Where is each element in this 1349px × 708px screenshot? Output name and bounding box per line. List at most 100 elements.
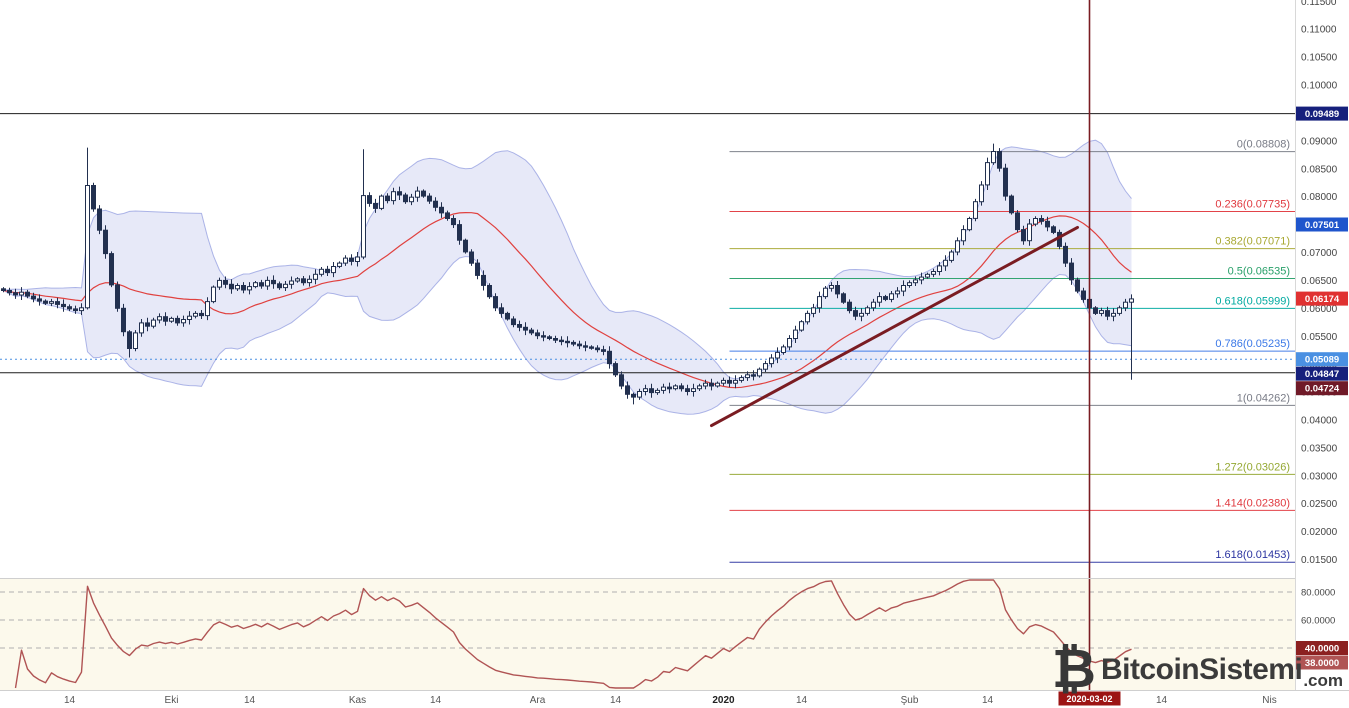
candle-body (937, 265, 942, 272)
candle-body (139, 322, 144, 334)
candle-body (1021, 229, 1026, 242)
candle-body (421, 190, 426, 197)
rsi-tick-label: 60.0000 (1301, 616, 1335, 627)
candle-body (127, 331, 132, 349)
candle-body (1039, 218, 1044, 222)
candle-body (955, 240, 960, 253)
alert-lines (0, 113, 1295, 374)
fibonacci-retracement (729, 151, 1295, 563)
price-badge-value: 0.09489 (1305, 109, 1339, 120)
time-tick-label: Ara (530, 695, 546, 706)
price-tick-label: 0.01500 (1301, 555, 1338, 566)
trend-line (710, 225, 1079, 428)
candle-body (805, 312, 810, 323)
candle-body (529, 329, 534, 334)
candle-body (847, 301, 852, 312)
price-axis[interactable]: 0.115000.110000.105000.100000.095000.090… (1295, 0, 1349, 690)
watermark-logo: ₿ BitcoinSistemi .com (1052, 643, 1343, 697)
time-axis-background (0, 691, 1349, 708)
price-tick-label: 0.02500 (1301, 499, 1338, 510)
price-tick-label: 0.06000 (1301, 304, 1338, 315)
candle-body (481, 274, 486, 286)
candle-body (745, 374, 750, 379)
candle-body (475, 262, 480, 276)
time-tick-label: 14 (982, 695, 994, 706)
candle-body (1045, 220, 1050, 228)
candle-body (109, 253, 114, 286)
price-badge-value: 0.05089 (1305, 355, 1339, 366)
rsi-tick-label: 80.0000 (1301, 588, 1335, 599)
candle-body (307, 278, 312, 284)
candle-body (193, 312, 198, 317)
candle-body (349, 257, 354, 262)
time-tick-label: 14 (244, 695, 256, 706)
candle-body (115, 284, 120, 309)
candle-body (565, 340, 570, 344)
price-badge (1296, 352, 1348, 367)
price-tick-label: 0.06500 (1301, 276, 1338, 287)
rsi-badge-value: 40.0000 (1305, 644, 1339, 655)
candle-body (559, 339, 564, 343)
candle-body (925, 273, 930, 278)
time-tick-label: 2020 (712, 695, 735, 706)
candle-body (1, 288, 6, 291)
candle-body (553, 338, 558, 341)
candle-body (691, 388, 696, 393)
candle-body (439, 206, 444, 214)
candle-body (91, 185, 96, 210)
candle-body (859, 312, 864, 317)
rsi-line (14, 579, 1132, 689)
candle-body (991, 151, 996, 164)
candle-body (1033, 218, 1038, 225)
rsi-badge (1296, 641, 1348, 655)
price-tick-label: 0.04000 (1301, 416, 1338, 427)
candle-body (493, 296, 498, 309)
candle-body (49, 301, 54, 304)
candle-body (799, 321, 804, 331)
fib-level-label: 1.414(0.02380) (1215, 497, 1290, 509)
fib-level-label: 0.5(0.06535) (1228, 266, 1290, 278)
price-tick-label: 0.05500 (1301, 332, 1338, 343)
candle-body (85, 185, 90, 309)
time-axis[interactable]: 14 Eki 14 Kas 14 Ara 14 2020 14 Şub 14 14 Nis 2020-03… (0, 691, 1349, 708)
candle-body (517, 324, 522, 328)
candle-body (709, 382, 714, 387)
fib-level-label: 0.618(0.05999) (1215, 295, 1290, 307)
rsi-badge-value: 38.0000 (1305, 658, 1339, 669)
candle-body (961, 229, 966, 242)
candle-body (331, 266, 336, 274)
candle-body (763, 363, 768, 370)
fib-level-label: 0.382(0.07071) (1215, 236, 1290, 248)
candle-body (145, 322, 150, 327)
candle-body (997, 151, 1002, 169)
price-badge (1296, 366, 1348, 381)
price-tick-label: 0.07000 (1301, 248, 1338, 259)
candle-body (25, 291, 30, 297)
candle-body (823, 287, 828, 298)
candle-body (313, 273, 318, 280)
candle-body (619, 374, 624, 387)
candle-body (319, 268, 324, 275)
candle-body (595, 347, 600, 351)
candle-body (865, 307, 870, 314)
candle-body (463, 239, 468, 253)
time-tick-label: 14 (430, 695, 442, 706)
candle-body (643, 388, 648, 393)
candle-body (199, 312, 204, 317)
candle-body (721, 379, 726, 384)
bollinger-fill (3, 140, 1132, 415)
candle-body (631, 393, 636, 398)
price-tick-label: 0.03000 (1301, 471, 1338, 482)
candle-body (1009, 195, 1014, 214)
candle-body (919, 276, 924, 281)
candle-body (103, 229, 108, 255)
candle-body (637, 391, 642, 398)
watermark-tld: .com (1303, 671, 1343, 690)
candle-body (55, 301, 60, 305)
candle-body (877, 296, 882, 303)
candle-body (973, 201, 978, 219)
candle-body (661, 386, 666, 391)
candle-body (301, 278, 306, 284)
price-tick-label: 0.03500 (1301, 443, 1338, 454)
